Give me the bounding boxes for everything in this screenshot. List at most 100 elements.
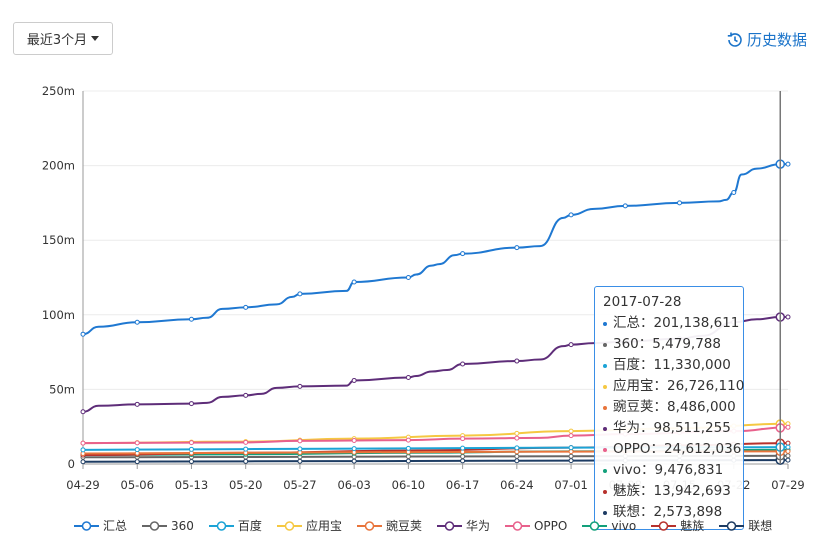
data-point <box>568 428 574 434</box>
tooltip-row-text: 汇总：201,138,611 <box>613 315 740 331</box>
y-tick-label: 250m <box>42 84 75 98</box>
legend-line-icon <box>142 520 168 531</box>
legend-line-icon <box>208 520 234 531</box>
data-point <box>514 430 520 436</box>
data-point <box>514 458 520 464</box>
data-point <box>405 445 411 451</box>
data-point <box>460 251 466 257</box>
data-point <box>188 401 194 407</box>
tooltip-row: 360：5,479,788 <box>603 334 735 355</box>
tooltip-date: 2017-07-28 <box>603 294 682 310</box>
legend-line-icon <box>356 520 382 531</box>
legend-label: vivo <box>611 518 637 533</box>
data-point <box>405 458 411 464</box>
data-point <box>460 458 466 464</box>
date-range-dropdown[interactable]: 最近3个月 <box>13 22 113 55</box>
data-point <box>568 445 574 451</box>
series-dot-icon <box>603 489 607 494</box>
x-tick-label: 05-13 <box>175 478 208 492</box>
legend-item[interactable]: 百度 <box>208 517 262 534</box>
legend-item[interactable]: 应用宝 <box>276 517 342 534</box>
data-point <box>514 358 520 364</box>
tooltip-row-text: 联想：2,573,898 <box>613 504 723 520</box>
data-point <box>785 424 791 430</box>
legend-item[interactable]: vivo <box>582 519 636 533</box>
legend-label: 魅族 <box>680 519 705 533</box>
data-point <box>514 245 520 251</box>
data-point <box>351 279 357 285</box>
data-point <box>188 446 194 452</box>
y-tick-label: 50m <box>49 382 75 396</box>
tooltip-row: 联想：2,573,898 <box>603 502 735 523</box>
tooltip-row-text: 应用宝：26,726,110 <box>613 378 745 394</box>
chart-tooltip: 2017-07-28 汇总：201,138,611 360：5,479,788 百度… <box>594 286 744 530</box>
data-point <box>134 401 140 407</box>
data-point <box>785 314 791 320</box>
data-point <box>134 459 140 465</box>
x-tick-label: 07-29 <box>771 478 804 492</box>
series-dot-icon <box>603 426 607 431</box>
y-tick-label: 150m <box>42 233 75 247</box>
data-point <box>188 440 194 446</box>
data-point <box>80 409 86 415</box>
data-point <box>460 361 466 367</box>
history-data-link[interactable]: 历史数据 <box>726 29 807 50</box>
legend-item[interactable]: 豌豆荚 <box>356 517 422 534</box>
data-point <box>405 437 411 443</box>
data-point <box>568 458 574 464</box>
data-point <box>785 457 791 463</box>
data-point <box>514 435 520 441</box>
tooltip-row-text: 360：5,479,788 <box>613 336 721 352</box>
data-point <box>568 433 574 439</box>
legend-item[interactable]: 魅族 <box>651 517 704 534</box>
chart-legend: 汇总 360 百度 应用宝 豌豆荚 华为 OPPO vivo 魅族 联想 <box>74 517 787 534</box>
series-汇总 <box>80 159 791 337</box>
tooltip-row: vivo：9,476,831 <box>603 460 735 481</box>
x-tick-label: 04-29 <box>66 478 99 492</box>
data-point <box>785 448 791 454</box>
tooltip-row: 豌豆荚：8,486,000 <box>603 397 736 418</box>
legend-label: 360 <box>171 518 194 533</box>
data-point <box>188 316 194 322</box>
legend-line-icon <box>436 520 462 531</box>
data-point <box>80 459 86 465</box>
x-tick-label: 06-17 <box>446 478 479 492</box>
legend-label: 百度 <box>237 519 262 533</box>
tooltip-row: 汇总：201,138,611 <box>603 313 739 334</box>
data-point <box>243 439 249 445</box>
tooltip-row: OPPO：24,612,036 <box>603 439 741 460</box>
data-point <box>460 445 466 451</box>
legend-item[interactable]: OPPO <box>504 519 567 533</box>
data-point <box>405 374 411 380</box>
data-point <box>785 440 791 446</box>
date-range-label: 最近3个月 <box>26 33 88 48</box>
legend-item[interactable]: 华为 <box>436 517 490 534</box>
data-point <box>568 449 574 455</box>
legend-label: 华为 <box>465 519 490 533</box>
data-point <box>188 458 194 464</box>
data-point <box>677 200 683 206</box>
legend-item[interactable]: 360 <box>142 519 194 533</box>
x-tick-label: 06-10 <box>392 478 425 492</box>
data-point <box>80 440 86 446</box>
data-point <box>80 331 86 337</box>
data-point <box>568 453 574 459</box>
y-tick-label: 100m <box>42 308 75 322</box>
data-point <box>80 447 86 453</box>
series-dot-icon <box>603 447 607 452</box>
tooltip-row-text: 百度：11,330,000 <box>613 357 731 373</box>
legend-line-icon <box>582 520 608 531</box>
data-point <box>351 446 357 452</box>
data-point <box>514 453 520 459</box>
tooltip-row-text: 魅族：13,942,693 <box>613 483 731 499</box>
data-point <box>568 212 574 218</box>
data-point <box>568 342 574 348</box>
data-point <box>243 392 249 398</box>
legend-line-icon <box>74 520 99 531</box>
data-point <box>514 445 520 451</box>
data-point <box>351 377 357 383</box>
y-tick-label: 200m <box>42 159 75 173</box>
legend-item[interactable]: 联想 <box>719 517 772 534</box>
data-point <box>460 453 466 459</box>
legend-item[interactable]: 汇总 <box>74 517 127 534</box>
